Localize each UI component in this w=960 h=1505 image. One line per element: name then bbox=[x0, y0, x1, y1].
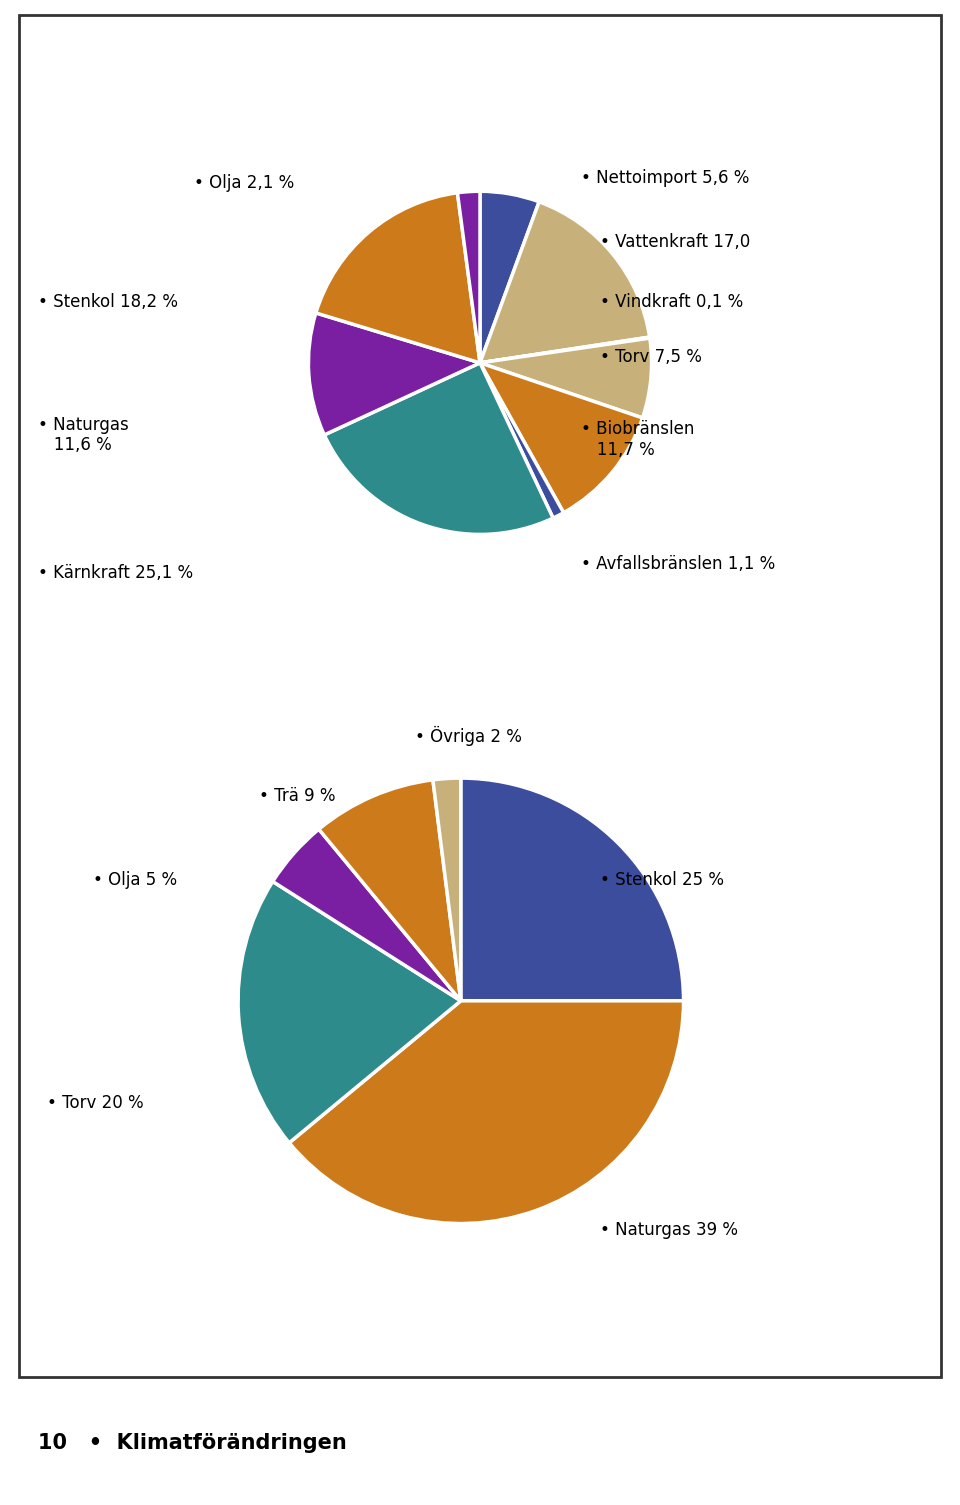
Wedge shape bbox=[480, 337, 650, 363]
Wedge shape bbox=[480, 363, 642, 513]
Wedge shape bbox=[480, 202, 650, 363]
Text: • Nettoimport 5,6 %: • Nettoimport 5,6 % bbox=[582, 169, 750, 187]
Text: • Vindkraft 0,1 %: • Vindkraft 0,1 % bbox=[600, 293, 743, 312]
Wedge shape bbox=[273, 829, 461, 1001]
Wedge shape bbox=[480, 191, 540, 363]
Wedge shape bbox=[480, 363, 564, 518]
Wedge shape bbox=[457, 191, 480, 363]
Wedge shape bbox=[480, 339, 652, 418]
Wedge shape bbox=[316, 193, 480, 363]
Wedge shape bbox=[461, 778, 684, 1001]
Text: • Kärnkraft 25,1 %: • Kärnkraft 25,1 % bbox=[37, 564, 193, 582]
Wedge shape bbox=[308, 313, 480, 435]
Text: • Vattenkraft 17,0: • Vattenkraft 17,0 bbox=[600, 233, 750, 251]
Text: • Olja 5 %: • Olja 5 % bbox=[93, 871, 177, 889]
Wedge shape bbox=[324, 363, 553, 534]
Text: • Övriga 2 %: • Övriga 2 % bbox=[416, 725, 522, 746]
Text: 10   •  Klimatförändringen: 10 • Klimatförändringen bbox=[38, 1433, 348, 1454]
Text: • Stenkol 25 %: • Stenkol 25 % bbox=[600, 871, 724, 889]
Wedge shape bbox=[238, 882, 461, 1142]
Text: • Avfallsbränslen 1,1 %: • Avfallsbränslen 1,1 % bbox=[582, 555, 776, 572]
Text: Bränslen som använts för kraftvärmeproduktion: Bränslen som använts för kraftvärmeprodu… bbox=[42, 593, 687, 617]
Text: • Stenkol 18,2 %: • Stenkol 18,2 % bbox=[37, 293, 178, 312]
Wedge shape bbox=[319, 780, 461, 1001]
Text: • Trä 9 %: • Trä 9 % bbox=[259, 787, 335, 805]
Wedge shape bbox=[433, 778, 461, 1001]
Text: • Torv 20 %: • Torv 20 % bbox=[47, 1094, 143, 1112]
Wedge shape bbox=[289, 1001, 684, 1224]
Text: Elanskaffning enligt energikälla: Elanskaffning enligt energikälla bbox=[42, 51, 468, 75]
Text: • Olja 2,1 %: • Olja 2,1 % bbox=[194, 173, 295, 191]
Text: • Biobränslen
   11,7 %: • Biobränslen 11,7 % bbox=[582, 420, 695, 459]
Text: 2004 (86,8 TWh, förhandsuppgift): 2004 (86,8 TWh, förhandsuppgift) bbox=[42, 122, 497, 146]
Text: (55,0 TWh, 2004): (55,0 TWh, 2004) bbox=[42, 665, 273, 689]
Text: • Torv 7,5 %: • Torv 7,5 % bbox=[600, 348, 702, 366]
Text: • Naturgas
   11,6 %: • Naturgas 11,6 % bbox=[37, 415, 129, 455]
Text: • Naturgas 39 %: • Naturgas 39 % bbox=[600, 1221, 738, 1239]
